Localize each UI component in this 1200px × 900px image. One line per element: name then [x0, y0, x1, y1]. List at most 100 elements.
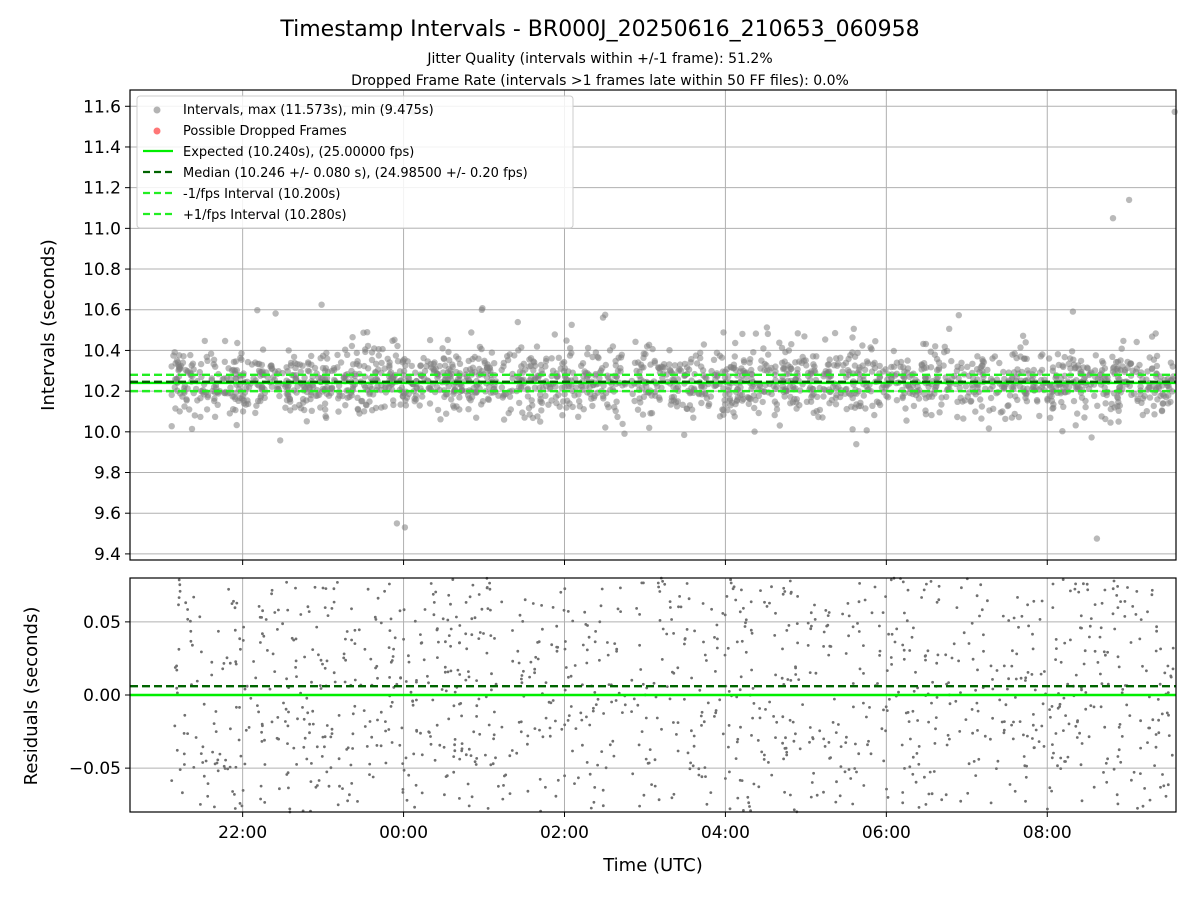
interval-point — [416, 402, 423, 409]
residual-point — [1011, 737, 1015, 741]
interval-point — [1126, 382, 1134, 390]
residual-point — [302, 745, 306, 749]
interval-point — [968, 397, 975, 405]
residual-point — [1121, 688, 1125, 691]
residual-point — [554, 794, 558, 798]
interval-point — [511, 352, 518, 359]
residual-point — [540, 604, 543, 607]
residual-point — [222, 764, 226, 768]
interval-point — [403, 394, 411, 401]
interval-point — [335, 382, 343, 389]
residual-point — [458, 641, 461, 645]
residual-point — [632, 697, 636, 701]
residual-point — [700, 710, 704, 714]
residual-point — [959, 691, 962, 694]
residual-point — [551, 699, 555, 702]
residual-point — [238, 637, 242, 641]
residual-point — [917, 762, 921, 766]
residual-point — [259, 797, 262, 801]
interval-point — [871, 359, 878, 366]
residual-point — [286, 742, 289, 745]
residual-point — [1073, 587, 1077, 591]
residual-point — [863, 598, 867, 602]
interval-point — [299, 362, 306, 369]
residual-point — [534, 655, 538, 659]
residual-point — [833, 697, 836, 701]
residual-point — [375, 744, 379, 747]
residual-point — [608, 743, 612, 747]
intervals-y-tick-label: 11.2 — [83, 179, 121, 199]
interval-point — [589, 402, 596, 410]
residual-point — [869, 752, 873, 756]
residual-point — [828, 644, 832, 648]
interval-point — [761, 388, 768, 395]
residual-point — [785, 629, 789, 632]
residual-point — [1054, 658, 1057, 661]
residual-point — [593, 640, 597, 644]
residual-point — [401, 762, 405, 765]
residual-point — [490, 672, 493, 676]
residual-point — [1120, 735, 1124, 738]
interval-point — [863, 427, 870, 434]
interval-point — [940, 362, 947, 369]
residual-point — [881, 611, 885, 614]
residual-point — [1040, 724, 1044, 728]
residual-point — [315, 625, 319, 629]
residual-point — [906, 588, 910, 592]
interval-point — [997, 409, 1004, 416]
interval-point — [1080, 375, 1088, 382]
interval-point — [1116, 402, 1124, 409]
interval-point — [372, 360, 380, 367]
interval-point — [890, 347, 897, 355]
residual-point — [1087, 735, 1091, 739]
interval-point — [857, 399, 864, 406]
residual-point — [1106, 650, 1109, 654]
legend-label-dropped-frames: Possible Dropped Frames — [183, 124, 347, 139]
residual-point — [768, 700, 771, 704]
residuals-y-tick-label: 0.05 — [83, 613, 121, 633]
residual-point — [444, 775, 448, 778]
interval-point — [697, 349, 704, 356]
residual-point — [315, 745, 319, 749]
residual-point — [661, 627, 665, 631]
interval-point — [434, 384, 441, 391]
residual-point — [292, 746, 296, 750]
interval-point — [1074, 410, 1081, 417]
residual-point — [847, 614, 851, 618]
residual-point — [844, 652, 848, 655]
interval-point — [1017, 344, 1024, 351]
residual-point — [1160, 712, 1164, 716]
residual-point — [470, 795, 474, 799]
interval-point — [1055, 361, 1063, 369]
residual-point — [256, 704, 259, 707]
legend-label-expected: Expected (10.240s), (25.00000 fps) — [183, 145, 414, 160]
residual-point — [260, 722, 264, 726]
residual-point — [1002, 664, 1006, 668]
interval-point — [734, 396, 741, 404]
residual-point — [1007, 677, 1010, 681]
residual-point — [829, 756, 832, 759]
residual-point — [762, 758, 766, 761]
residual-point — [458, 757, 462, 761]
residual-point — [880, 727, 884, 731]
residual-point — [443, 793, 446, 797]
residual-point — [944, 653, 948, 657]
residual-point — [962, 631, 966, 635]
residual-point — [908, 649, 912, 652]
interval-point — [748, 366, 755, 374]
interval-point — [752, 330, 760, 337]
interval-point — [542, 392, 549, 399]
residual-point — [1136, 806, 1139, 810]
residual-point — [222, 662, 226, 665]
residual-point — [1051, 743, 1054, 746]
interval-point — [285, 347, 292, 354]
residual-point — [390, 741, 394, 744]
legend-marker-intervals — [153, 106, 161, 114]
residual-point — [415, 698, 418, 702]
intervals-y-tick-label: 9.8 — [94, 464, 121, 484]
residual-point — [870, 611, 874, 615]
interval-point — [803, 398, 811, 405]
residuals-panel: −0.050.000.05 22:00 00:00 02:00 04:00 06:00 0… — [21, 576, 1177, 876]
interval-point — [856, 376, 864, 383]
residual-point — [497, 784, 500, 788]
